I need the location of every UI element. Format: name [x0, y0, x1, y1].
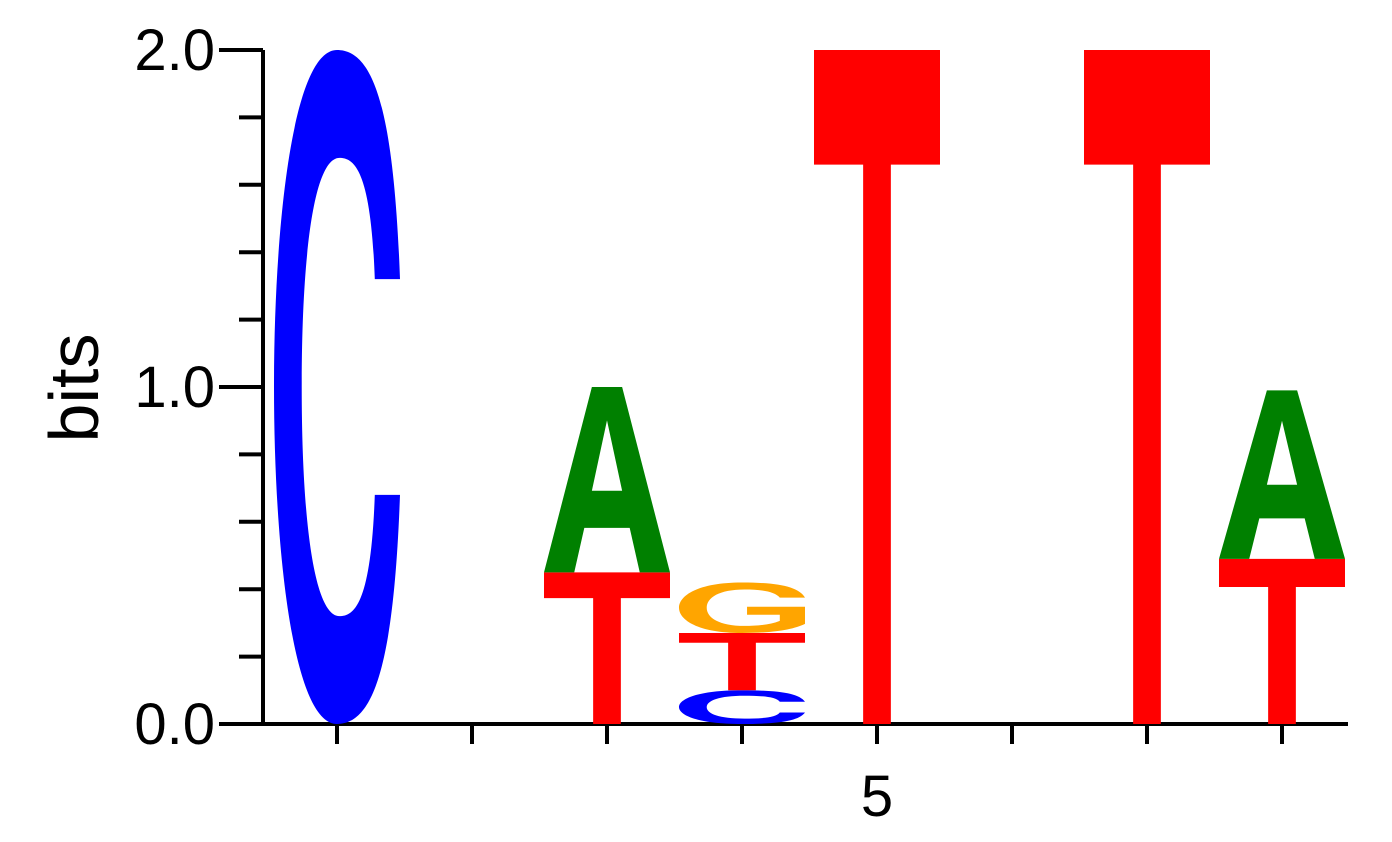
y-axis-label: bits: [35, 334, 113, 443]
letter-t: [679, 633, 805, 691]
letter-a-glyph: [544, 387, 670, 573]
y-tick-label: 0.0: [134, 692, 215, 757]
letter-c-glyph: [679, 690, 805, 724]
letter-c: [679, 690, 805, 724]
logo-letters: [274, 50, 1345, 724]
axes: 0.0 1.0 2.0 5: [134, 18, 1348, 829]
y-tick-label: 2.0: [134, 18, 215, 83]
letter-t: [544, 572, 670, 724]
y-tick-label: 1.0: [134, 355, 215, 420]
letter-t: [814, 50, 940, 724]
letter-t-glyph: [1219, 558, 1345, 724]
letter-t-glyph: [679, 633, 805, 691]
x-tick-label: 5: [861, 764, 893, 829]
letter-g: [679, 582, 805, 634]
letter-a: [544, 387, 670, 573]
letter-a: [1219, 390, 1345, 559]
letter-t: [1219, 558, 1345, 724]
letter-t-glyph: [1084, 50, 1210, 724]
letter-g-glyph: [679, 582, 805, 634]
letter-t: [1084, 50, 1210, 724]
letter-a-glyph: [1219, 390, 1345, 559]
letter-t-glyph: [814, 50, 940, 724]
letter-c: [274, 50, 400, 724]
letter-t-glyph: [544, 572, 670, 724]
letter-c-glyph: [274, 50, 400, 724]
